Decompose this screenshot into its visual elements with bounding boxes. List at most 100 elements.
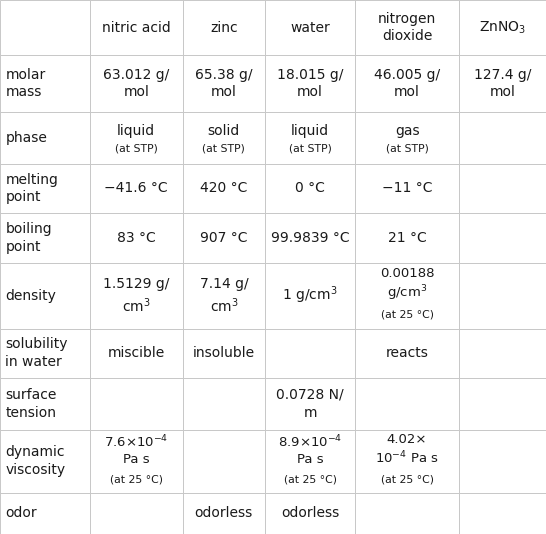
Bar	[90, 164, 182, 213]
Bar	[265, 213, 355, 263]
Text: dynamic
viscosity: dynamic viscosity	[5, 445, 66, 477]
Bar	[355, 430, 459, 492]
Text: boiling
point: boiling point	[5, 222, 52, 254]
Bar	[265, 430, 355, 492]
Text: odorless: odorless	[195, 506, 253, 520]
Text: 0 °C: 0 °C	[295, 182, 325, 195]
Text: reacts: reacts	[385, 346, 429, 360]
Bar	[265, 0, 355, 56]
Bar	[355, 112, 459, 164]
Text: 8.9×10$^{-4}$
Pa s: 8.9×10$^{-4}$ Pa s	[278, 434, 342, 466]
Text: 907 °C: 907 °C	[200, 231, 247, 245]
Text: 127.4 g/
mol: 127.4 g/ mol	[474, 68, 531, 99]
Text: 4.02×
10$^{-4}$ Pa s: 4.02× 10$^{-4}$ Pa s	[375, 433, 439, 467]
Text: 7.6×10$^{-4}$
Pa s: 7.6×10$^{-4}$ Pa s	[104, 434, 168, 466]
Text: liquid: liquid	[117, 123, 155, 138]
Text: phase: phase	[5, 131, 48, 145]
Text: 18.015 g/
mol: 18.015 g/ mol	[277, 68, 343, 99]
Bar	[90, 378, 182, 430]
Bar	[459, 430, 546, 492]
Bar	[459, 213, 546, 263]
Bar	[459, 164, 546, 213]
Text: solubility
in water: solubility in water	[5, 337, 68, 369]
Text: odor: odor	[5, 506, 37, 520]
Text: molar
mass: molar mass	[5, 68, 46, 99]
Text: 63.012 g/
mol: 63.012 g/ mol	[103, 68, 169, 99]
Bar	[90, 492, 182, 534]
Bar	[0, 0, 90, 56]
Bar	[355, 492, 459, 534]
Bar	[90, 263, 182, 328]
Bar	[459, 378, 546, 430]
Bar	[355, 0, 459, 56]
Text: 0.00188
g/cm$^3$: 0.00188 g/cm$^3$	[380, 266, 434, 303]
Bar	[0, 56, 90, 112]
Text: 1 g/cm$^3$: 1 g/cm$^3$	[282, 285, 337, 307]
Bar	[265, 378, 355, 430]
Bar	[355, 378, 459, 430]
Text: 0.0728 N/
m: 0.0728 N/ m	[276, 388, 344, 420]
Bar	[459, 328, 546, 378]
Bar	[459, 56, 546, 112]
Text: 99.9839 °C: 99.9839 °C	[271, 231, 349, 245]
Text: (at 25 °C): (at 25 °C)	[283, 475, 336, 485]
Bar	[265, 492, 355, 534]
Bar	[182, 56, 265, 112]
Text: insoluble: insoluble	[193, 346, 255, 360]
Bar	[182, 378, 265, 430]
Text: 1.5129 g/
cm$^3$: 1.5129 g/ cm$^3$	[103, 277, 169, 315]
Bar	[355, 328, 459, 378]
Bar	[0, 378, 90, 430]
Text: melting
point: melting point	[5, 172, 58, 205]
Text: 46.005 g/
mol: 46.005 g/ mol	[374, 68, 440, 99]
Text: nitric acid: nitric acid	[102, 21, 170, 35]
Bar	[182, 430, 265, 492]
Bar	[265, 328, 355, 378]
Text: nitrogen
dioxide: nitrogen dioxide	[378, 12, 436, 43]
Text: (at 25 °C): (at 25 °C)	[381, 309, 434, 319]
Bar	[0, 263, 90, 328]
Bar	[459, 492, 546, 534]
Bar	[0, 112, 90, 164]
Text: 83 °C: 83 °C	[117, 231, 156, 245]
Text: liquid: liquid	[291, 123, 329, 138]
Bar	[182, 164, 265, 213]
Text: (at STP): (at STP)	[115, 143, 158, 153]
Text: solid: solid	[207, 123, 240, 138]
Bar	[182, 492, 265, 534]
Bar	[355, 263, 459, 328]
Bar	[459, 263, 546, 328]
Text: −11 °C: −11 °C	[382, 182, 432, 195]
Text: (at 25 °C): (at 25 °C)	[110, 475, 163, 485]
Bar	[182, 0, 265, 56]
Text: 420 °C: 420 °C	[200, 182, 247, 195]
Text: gas: gas	[395, 123, 419, 138]
Bar	[265, 112, 355, 164]
Text: water: water	[290, 21, 330, 35]
Text: −41.6 °C: −41.6 °C	[104, 182, 168, 195]
Text: ZnNO$_3$: ZnNO$_3$	[479, 19, 526, 36]
Bar	[265, 56, 355, 112]
Bar	[459, 112, 546, 164]
Bar	[265, 263, 355, 328]
Bar	[90, 56, 182, 112]
Bar	[355, 164, 459, 213]
Text: 7.14 g/
cm$^3$: 7.14 g/ cm$^3$	[199, 277, 248, 315]
Text: 21 °C: 21 °C	[388, 231, 426, 245]
Text: 65.38 g/
mol: 65.38 g/ mol	[195, 68, 253, 99]
Text: odorless: odorless	[281, 506, 339, 520]
Text: (at STP): (at STP)	[385, 143, 429, 153]
Bar	[182, 263, 265, 328]
Bar	[0, 492, 90, 534]
Bar	[355, 56, 459, 112]
Bar	[355, 213, 459, 263]
Text: (at 25 °C): (at 25 °C)	[381, 475, 434, 485]
Text: (at STP): (at STP)	[203, 143, 245, 153]
Text: miscible: miscible	[108, 346, 165, 360]
Bar	[182, 328, 265, 378]
Text: density: density	[5, 288, 56, 303]
Bar	[459, 0, 546, 56]
Bar	[182, 213, 265, 263]
Bar	[0, 328, 90, 378]
Bar	[90, 213, 182, 263]
